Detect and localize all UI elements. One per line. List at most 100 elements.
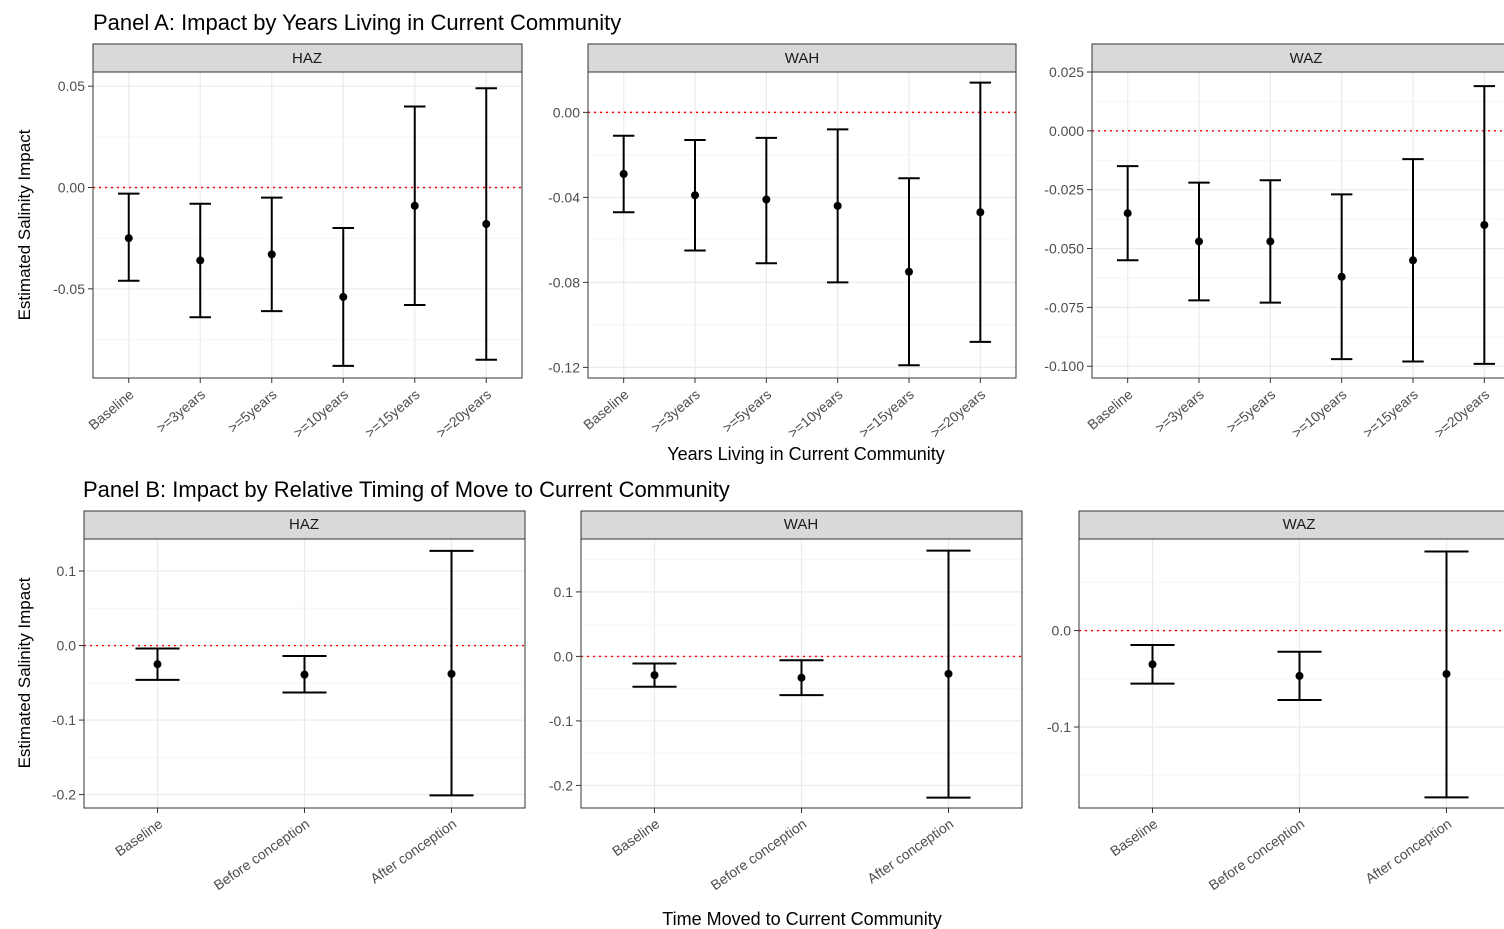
- panel-b-facet-haz-y-tick-label: -0.1: [52, 712, 76, 728]
- point-estimate: [1337, 272, 1346, 281]
- panel-b-facet-wah-y-tick-label: 0.1: [554, 584, 574, 600]
- panel-a-facet-waz-errorbar-ge-3years: [1188, 181, 1210, 302]
- panel-b-facet-waz-x-tick-label-after-conception: After conception: [1362, 815, 1454, 886]
- panel-a-facet-wah-errorbar-ge-20years: [969, 81, 992, 343]
- panel-b-facet-haz-errorbar-after-conception: [429, 549, 474, 797]
- panel-b-facet-waz-y-tick-label: -0.1: [1047, 719, 1071, 735]
- panel-b-facet-wah-y-tick-label: -0.2: [549, 777, 573, 793]
- panel-a-facet-wah-x-tick-label-ge-5years: >=5years: [719, 386, 774, 436]
- panel-a-facet-haz-y-tick-label: 0.00: [58, 180, 85, 196]
- point-estimate: [1195, 237, 1203, 246]
- panel-a-facet-waz-x-tick-label-ge-20years: >=20years: [1431, 386, 1492, 441]
- panel-b-y-axis-label: Estimated Salinity Impact: [15, 577, 34, 768]
- panel-b-facet-haz: 0.1 0.0 -0.1 -0.2 Baseline Before conception A…: [52, 510, 526, 893]
- panel-a-facet-waz-errorbar-ge-5years: [1259, 179, 1282, 304]
- panel-a: Panel A: Impact by Years Living in Curre…: [15, 10, 1504, 464]
- panel-a-facet-wah-y-tick-label: -0.04: [548, 189, 580, 205]
- panel-b-facet-waz-y-tick-label: 0.0: [1052, 623, 1072, 639]
- panel-b-facet-wah-errorbar-before-conception: [779, 659, 824, 697]
- point-estimate: [619, 170, 628, 178]
- panel-a-facet-wah-strip-label: WAH: [785, 50, 819, 67]
- point-estimate: [1148, 660, 1157, 669]
- panel-b-facet-waz: 0.0 -0.1 Baseline Before conception After co…: [1047, 510, 1504, 893]
- panel-a-facet-waz-strip: [1091, 43, 1504, 73]
- panel-a-facet-waz-y-tick-label: -0.075: [1044, 299, 1084, 315]
- point-estimate: [1266, 237, 1275, 246]
- panel-a-facet-wah-x-tick-label-ge-10years: >=10years: [785, 386, 846, 441]
- panel-a-facet-haz-y-tick-label: -0.05: [53, 281, 85, 297]
- panel-b-facet-haz-strip-label: HAZ: [289, 516, 319, 533]
- panel-b: Panel B: Impact by Relative Timing of Mo…: [15, 477, 1504, 929]
- panel-a-facet-haz-errorbar-ge-5years: [261, 196, 283, 313]
- panel-a-facet-waz-x-tick-label-ge-10years: >=10years: [1289, 386, 1350, 441]
- panel-a-facet-haz-errorbar-ge-20years: [475, 87, 497, 361]
- panel-b-facet-waz-x-tick-label-baseline: Baseline: [1107, 815, 1160, 859]
- point-estimate: [196, 256, 205, 265]
- point-estimate: [944, 669, 953, 678]
- panel-a-facet-waz-y-tick-label: 0.025: [1049, 64, 1084, 80]
- panel-b-facet-wah-x-tick-label-before-conception: Before conception: [708, 815, 810, 893]
- panel-b-facet-haz-y-tick-label: -0.2: [52, 787, 76, 803]
- panel-a-facet-haz-x-tick-label-ge-3years: >=3years: [153, 386, 208, 436]
- panel-a-facet-haz-y-tick-label: 0.05: [58, 78, 85, 94]
- panel-a-x-axis-label: Years Living in Current Community: [667, 444, 944, 464]
- panel-a-facet-waz-errorbar-ge-15years: [1402, 158, 1424, 363]
- panel-a-facet-haz-x-tick-label-ge-15years: >=15years: [362, 386, 423, 441]
- panel-a-facet-waz-errorbar-ge-10years: [1330, 193, 1353, 361]
- panel-b-facet-haz-x-tick-label-after-conception: After conception: [367, 815, 459, 886]
- panel-a-facet-wah-x-tick-label-ge-15years: >=15years: [856, 386, 917, 441]
- panel-b-facet-waz-plot-background: [1079, 539, 1504, 808]
- point-estimate: [410, 201, 419, 210]
- panel-b-facet-wah-x-tick-label-baseline: Baseline: [609, 815, 662, 859]
- panel-b-facet-wah-y-tick-label: -0.1: [549, 713, 573, 729]
- panel-a-facet-wah-errorbar-ge-10years: [826, 128, 849, 284]
- panel-b-facet-waz-strip: [1078, 510, 1504, 540]
- panel-a-facet-waz-x-tick-label-ge-3years: >=3years: [1152, 386, 1207, 436]
- panel-b-facet-wah: 0.1 0.0 -0.1 -0.2 Baseline Before conception A…: [549, 510, 1023, 893]
- point-estimate: [1295, 671, 1304, 680]
- point-estimate: [762, 195, 771, 204]
- panel-a-facet-haz-errorbar-ge-3years: [189, 202, 211, 319]
- panel-a-facet-wah-errorbar-ge-5years: [755, 136, 778, 265]
- panel-a-facet-haz-errorbar-baseline: [118, 192, 140, 282]
- panel-a-facet-wah-x-tick-label-ge-20years: >=20years: [927, 386, 988, 441]
- point-estimate: [691, 191, 699, 200]
- panel-a-facet-haz-errorbar-ge-10years: [332, 227, 354, 367]
- panel-a-facet-wah-x-tick-label-ge-3years: >=3years: [648, 386, 703, 436]
- panel-a-facet-waz-x-tick-label-baseline: Baseline: [1084, 386, 1136, 433]
- panel-a-facet-waz-errorbar-baseline: [1116, 165, 1139, 262]
- panel-a-facet-wah-errorbar-ge-3years: [684, 139, 706, 252]
- panel-a-facet-wah-y-tick-label: -0.12: [548, 359, 580, 375]
- panel-a-facet-wah-strip: [587, 43, 1017, 73]
- point-estimate: [650, 671, 659, 680]
- panel-b-facet-waz-errorbar-after-conception: [1424, 550, 1469, 799]
- panel-b-facet-haz-y-tick-label: 0.1: [57, 563, 77, 579]
- panel-a-title: Panel A: Impact by Years Living in Curre…: [93, 10, 621, 35]
- panel-a-facet-haz-strip: [92, 43, 523, 73]
- point-estimate: [267, 250, 276, 259]
- panel-b-facet-waz-errorbar-before-conception: [1277, 650, 1322, 702]
- point-estimate: [300, 670, 309, 679]
- panel-a-facet-waz-x-tick-label-ge-15years: >=15years: [1360, 386, 1421, 441]
- panel-a-facet-haz-x-tick-label-ge-20years: >=20years: [433, 386, 494, 441]
- panel-b-facet-waz-errorbar-baseline: [1130, 644, 1175, 685]
- point-estimate: [447, 669, 456, 678]
- panel-a-facet-waz-y-tick-label: -0.025: [1044, 182, 1084, 198]
- panel-a-facet-waz-y-tick-label: -0.050: [1044, 241, 1084, 257]
- panel-a-facet-haz-x-tick-label-baseline: Baseline: [85, 386, 137, 433]
- panel-a-facet-waz-y-tick-label: -0.100: [1044, 358, 1084, 374]
- panel-b-facet-wah-errorbar-after-conception: [926, 549, 971, 799]
- panel-b-facet-haz-x-tick-label-baseline: Baseline: [112, 815, 165, 859]
- panel-b-facet-waz-strip-label: WAZ: [1283, 516, 1316, 533]
- panel-a-facet-waz: 0.025 0.000 -0.025 -0.050 -0.075 -0.100Baseli…: [1044, 43, 1504, 441]
- point-estimate: [833, 201, 842, 210]
- panel-b-facet-wah-strip: [580, 510, 1023, 540]
- panel-a-facet-wah-errorbar-baseline: [612, 134, 635, 214]
- point-estimate: [339, 292, 348, 301]
- panel-a-facet-waz-panel-border: [1091, 71, 1504, 379]
- point-estimate: [153, 660, 162, 669]
- point-estimate: [482, 219, 491, 228]
